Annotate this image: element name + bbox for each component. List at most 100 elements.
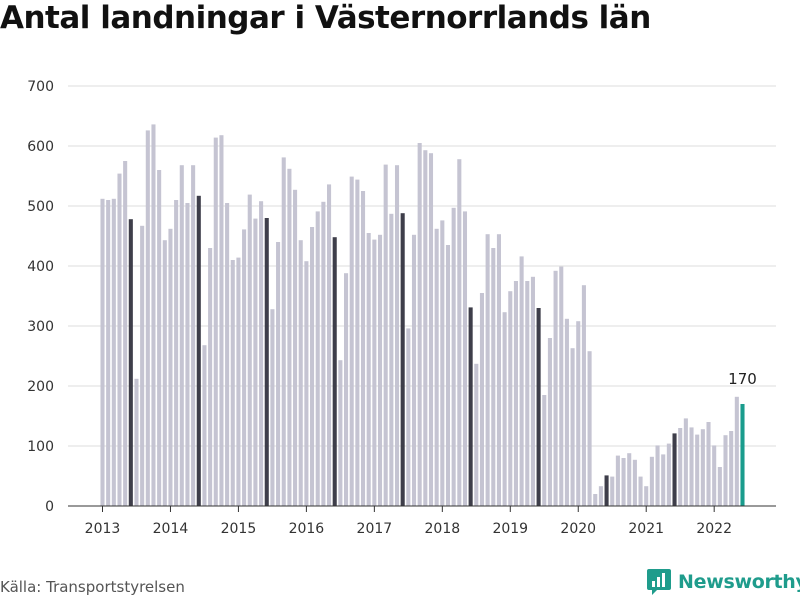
bar[interactable] <box>417 143 422 506</box>
bar[interactable] <box>440 220 445 506</box>
bar[interactable] <box>695 434 700 506</box>
bar[interactable] <box>247 194 252 506</box>
bar[interactable] <box>683 418 688 506</box>
bar[interactable] <box>689 427 694 506</box>
bar[interactable] <box>134 378 139 506</box>
bar[interactable] <box>191 165 196 506</box>
bar[interactable] <box>394 165 400 506</box>
bar[interactable] <box>281 157 286 506</box>
bar[interactable] <box>615 455 620 506</box>
bar[interactable] <box>377 234 383 507</box>
bar[interactable] <box>468 307 473 506</box>
bar[interactable] <box>434 228 439 507</box>
bar[interactable] <box>327 184 332 506</box>
bar[interactable] <box>145 130 150 506</box>
bar[interactable] <box>372 239 377 506</box>
bar[interactable] <box>366 233 371 506</box>
bar[interactable] <box>610 476 615 506</box>
bar[interactable] <box>157 170 162 506</box>
bar[interactable] <box>344 273 349 506</box>
bar[interactable] <box>672 433 677 506</box>
bar[interactable] <box>411 234 417 507</box>
bar-latest[interactable] <box>740 404 745 506</box>
bar[interactable] <box>474 363 479 506</box>
bar[interactable] <box>496 234 501 506</box>
bar[interactable] <box>264 218 269 506</box>
bar[interactable] <box>598 486 603 506</box>
bar[interactable] <box>661 454 666 506</box>
bar[interactable] <box>315 211 320 506</box>
bar[interactable] <box>168 228 173 507</box>
bar[interactable] <box>225 203 230 506</box>
bar[interactable] <box>111 198 116 507</box>
bar[interactable] <box>678 428 683 506</box>
bar[interactable] <box>242 229 247 506</box>
bar[interactable] <box>581 285 586 506</box>
bar[interactable] <box>106 200 111 506</box>
bar[interactable] <box>525 281 530 506</box>
bar[interactable] <box>355 179 360 506</box>
bar[interactable] <box>179 165 184 506</box>
bar[interactable] <box>508 291 513 506</box>
bar[interactable] <box>536 308 541 506</box>
bar[interactable] <box>485 234 490 506</box>
bar[interactable] <box>734 396 739 506</box>
bar[interactable] <box>542 395 547 506</box>
bar[interactable] <box>151 124 156 507</box>
bar[interactable] <box>723 435 728 506</box>
bar[interactable] <box>502 312 507 506</box>
bar[interactable] <box>717 467 722 506</box>
bar[interactable] <box>174 200 179 506</box>
bar[interactable] <box>338 360 343 506</box>
brand-logo[interactable]: Newsworthy <box>646 568 800 596</box>
bar[interactable] <box>213 137 218 506</box>
bar[interactable] <box>451 207 456 507</box>
bar[interactable] <box>666 443 671 506</box>
bar[interactable] <box>219 135 224 506</box>
bar[interactable] <box>621 458 626 506</box>
bar[interactable] <box>162 240 167 506</box>
bar[interactable] <box>202 345 207 506</box>
bar[interactable] <box>655 445 660 506</box>
bar[interactable] <box>570 348 575 506</box>
bar[interactable] <box>700 429 705 506</box>
bar[interactable] <box>627 453 632 506</box>
bar[interactable] <box>100 198 105 507</box>
bar[interactable] <box>519 256 524 506</box>
bar[interactable] <box>236 257 241 506</box>
bar[interactable] <box>196 195 201 507</box>
bar[interactable] <box>128 219 133 506</box>
bar[interactable] <box>259 201 264 506</box>
bar[interactable] <box>406 328 411 506</box>
bar[interactable] <box>712 445 717 506</box>
bar[interactable] <box>445 245 451 506</box>
bar[interactable] <box>276 242 281 506</box>
bar[interactable] <box>706 422 711 506</box>
bar[interactable] <box>649 456 654 506</box>
bar[interactable] <box>547 338 552 506</box>
bar[interactable] <box>644 486 649 506</box>
bar[interactable] <box>530 276 535 506</box>
bar[interactable] <box>423 150 428 506</box>
bar[interactable] <box>559 266 564 506</box>
bar[interactable] <box>632 459 637 506</box>
bar[interactable] <box>729 431 734 506</box>
bar[interactable] <box>185 203 190 506</box>
bar[interactable] <box>593 494 598 506</box>
bar[interactable] <box>230 260 235 506</box>
bar[interactable] <box>332 237 337 506</box>
bar[interactable] <box>321 201 326 507</box>
bar[interactable] <box>428 153 434 506</box>
bar[interactable] <box>360 191 366 506</box>
bar[interactable] <box>293 189 298 507</box>
bar[interactable] <box>638 476 643 506</box>
bar[interactable] <box>462 211 468 506</box>
bar[interactable] <box>576 321 581 506</box>
bar[interactable] <box>298 240 303 506</box>
bar[interactable] <box>349 176 354 506</box>
bar[interactable] <box>564 318 569 506</box>
bar[interactable] <box>123 161 128 506</box>
bar[interactable] <box>140 225 145 507</box>
bar[interactable] <box>513 281 518 506</box>
bar[interactable] <box>208 248 213 506</box>
